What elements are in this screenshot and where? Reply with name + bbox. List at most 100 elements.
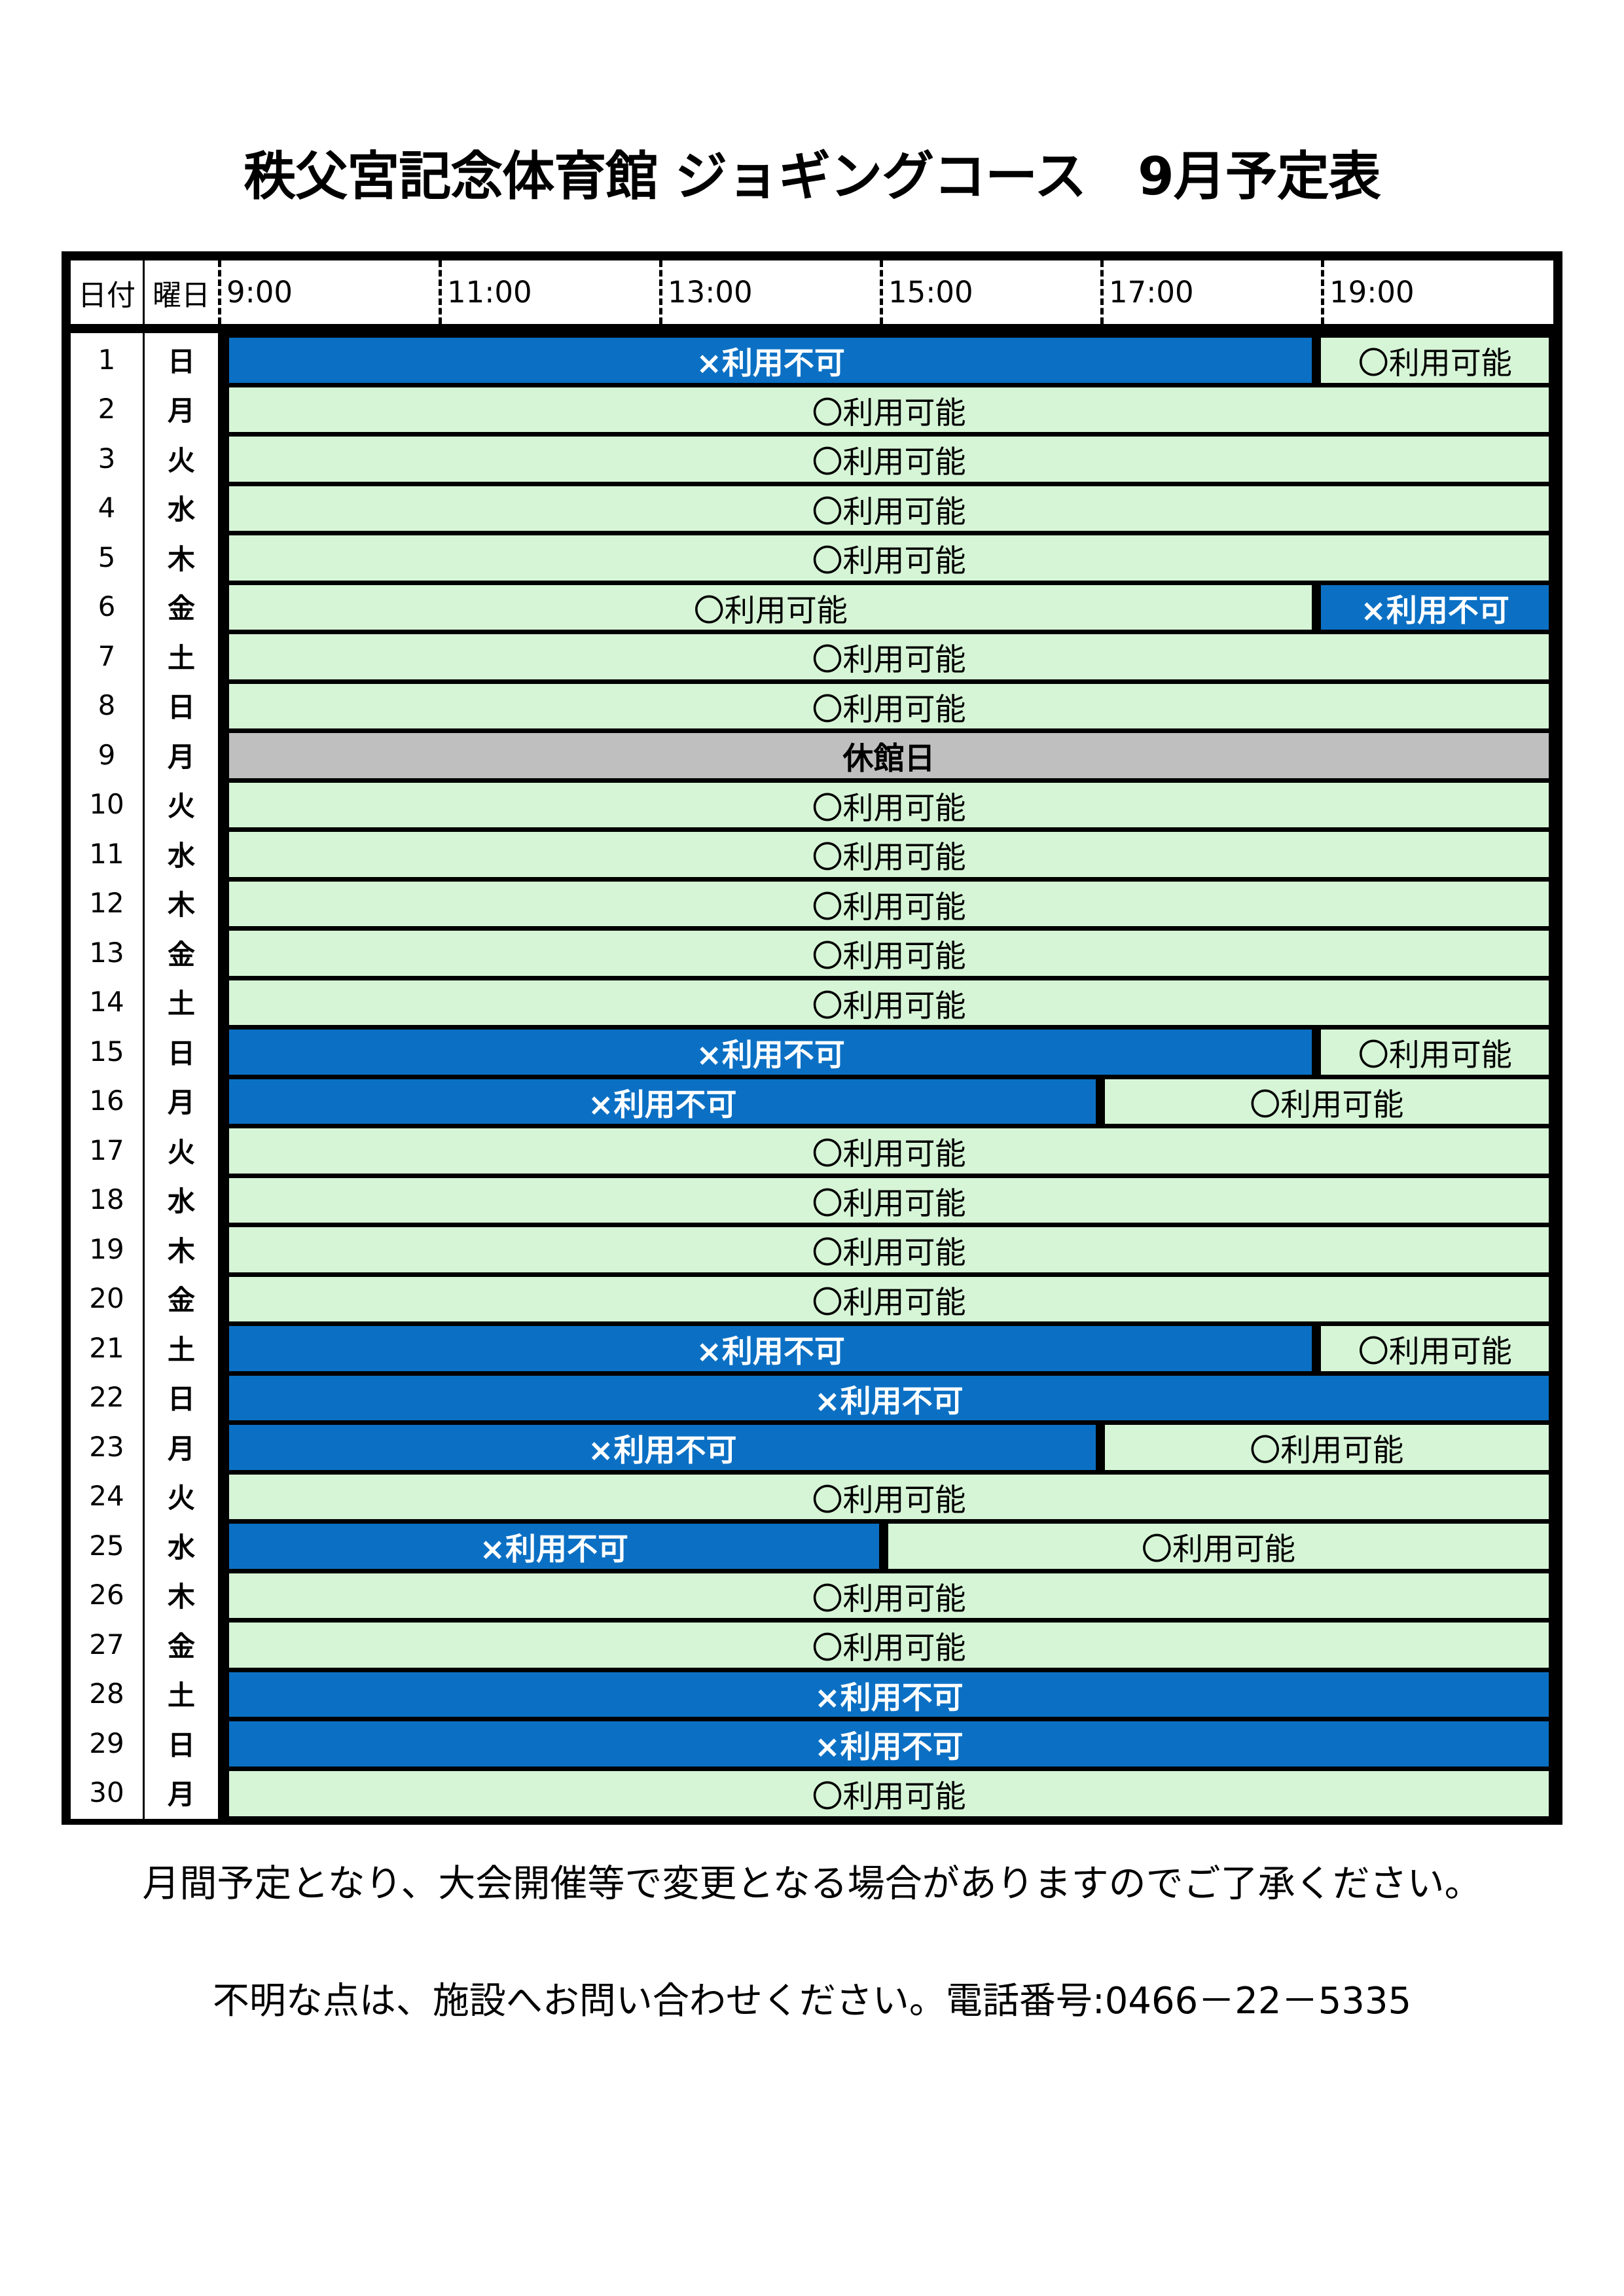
schedule-bar-area: 休館日	[218, 728, 1553, 783]
schedule-bar-area: 〇利用可能	[218, 679, 1553, 734]
date-cell: 6	[71, 580, 145, 635]
date-cell: 16	[71, 1074, 145, 1129]
date-cell: 2	[71, 382, 145, 437]
schedule-segment-available: 〇利用可能	[1321, 1326, 1549, 1371]
schedule-bar-area: 〇利用可能	[218, 481, 1553, 536]
schedule-bar-area: ×利用不可 〇利用可能	[218, 1420, 1553, 1475]
table-row: 21 土 ×利用不可 〇利用可能	[71, 1321, 1553, 1376]
schedule-segment-available: 〇利用可能	[229, 1474, 1549, 1520]
date-cell: 21	[71, 1321, 145, 1376]
table-row: 20 金〇利用可能	[71, 1272, 1553, 1327]
schedule-segment-available: 〇利用可能	[229, 387, 1549, 433]
schedule-segment-available: 〇利用可能	[229, 1227, 1549, 1272]
date-cell: 19	[71, 1223, 145, 1277]
day-of-week-cell: 日	[145, 333, 218, 387]
table-row: 11 水〇利用可能	[71, 827, 1553, 882]
schedule-segment-available: 〇利用可能	[229, 1573, 1549, 1619]
date-cell: 25	[71, 1519, 145, 1573]
day-of-week-cell: 日	[145, 1717, 218, 1771]
day-of-week-cell: 金	[145, 926, 218, 980]
schedule-segment-unavailable: ×利用不可	[229, 1326, 1312, 1371]
date-cell: 4	[71, 481, 145, 536]
table-row: 9 月休館日	[71, 728, 1553, 783]
date-cell: 1	[71, 333, 145, 387]
day-of-week-cell: 火	[145, 778, 218, 833]
day-of-week-cell: 木	[145, 876, 218, 931]
note-monthly-disclaimer: 月間予定となり、大会開催等で変更となる場合がありますのでご了承ください。	[142, 1862, 1482, 1905]
schedule-bar-area: ×利用不可 〇利用可能	[218, 1519, 1553, 1573]
schedule-segment-available: 〇利用可能	[229, 931, 1549, 976]
date-cell: 10	[71, 778, 145, 833]
schedule-bar-area: 〇利用可能	[218, 778, 1553, 833]
date-cell: 22	[71, 1371, 145, 1426]
table-row: 17 火〇利用可能	[71, 1124, 1553, 1178]
schedule-segment-unavailable: ×利用不可	[229, 1524, 879, 1569]
date-cell: 8	[71, 679, 145, 734]
table-row: 28 土 ×利用不可	[71, 1667, 1553, 1722]
day-of-week-cell: 月	[145, 728, 218, 783]
day-of-week-cell: 火	[145, 1124, 218, 1178]
table-row: 3 火〇利用可能	[71, 432, 1553, 486]
day-of-week-cell: 水	[145, 481, 218, 536]
schedule-segment-available: 〇利用可能	[1104, 1079, 1549, 1124]
table-row: 5 木〇利用可能	[71, 531, 1553, 585]
schedule-segment-available: 〇利用可能	[229, 634, 1549, 679]
date-cell: 15	[71, 1025, 145, 1079]
schedule-bar-area: 〇利用可能	[218, 926, 1553, 980]
date-cell: 27	[71, 1618, 145, 1672]
schedule-segment-available: 〇利用可能	[229, 437, 1549, 482]
schedule-bar-area: ×利用不可 〇利用可能	[218, 1025, 1553, 1079]
table-row: 8 日〇利用可能	[71, 679, 1553, 734]
day-of-week-cell: 土	[145, 975, 218, 1030]
schedule-segment-available: 〇利用可能	[888, 1524, 1549, 1569]
schedule-bar-area: ×利用不可 〇利用可能	[218, 1074, 1553, 1129]
schedule-segment-available: 〇利用可能	[229, 980, 1549, 1026]
date-cell: 17	[71, 1124, 145, 1178]
day-of-week-cell: 月	[145, 1420, 218, 1475]
schedule-segment-available: 〇利用可能	[229, 1770, 1549, 1816]
schedule-segment-available: 〇利用可能	[1321, 1030, 1549, 1075]
table-row: 2 月〇利用可能	[71, 382, 1553, 437]
table-row: 12 木〇利用可能	[71, 876, 1553, 931]
schedule-segment-available: 〇利用可能	[229, 486, 1549, 531]
day-of-week-cell: 月	[145, 1074, 218, 1129]
header-time-1700: 17:00	[1100, 260, 1321, 324]
schedule-bar-area: 〇利用可能	[218, 1618, 1553, 1672]
table-row: 23 月 ×利用不可 〇利用可能	[71, 1420, 1553, 1475]
schedule-bar-area: 〇利用可能	[218, 1223, 1553, 1277]
day-of-week-cell: 水	[145, 827, 218, 882]
date-cell: 9	[71, 728, 145, 783]
table-row: 24 火〇利用可能	[71, 1469, 1553, 1524]
day-of-week-cell: 水	[145, 1173, 218, 1228]
date-cell: 28	[71, 1667, 145, 1722]
schedule-segment-available: 〇利用可能	[229, 584, 1312, 630]
table-row: 26 木〇利用可能	[71, 1568, 1553, 1623]
table-row: 14 土〇利用可能	[71, 975, 1553, 1030]
schedule-segment-available: 〇利用可能	[229, 782, 1549, 828]
day-of-week-cell: 木	[145, 1223, 218, 1277]
day-of-week-cell: 土	[145, 1667, 218, 1722]
header-time-900: 9:00	[218, 260, 439, 324]
schedule-segment-available: 〇利用可能	[229, 1623, 1549, 1668]
day-of-week-cell: 金	[145, 580, 218, 635]
header-time-1500: 15:00	[880, 260, 1100, 324]
date-cell: 7	[71, 630, 145, 684]
schedule-segment-unavailable: ×利用不可	[229, 1721, 1549, 1767]
schedule-segment-closed: 休館日	[229, 733, 1549, 778]
schedule-segment-unavailable: ×利用不可	[229, 1030, 1312, 1075]
day-of-week-cell: 火	[145, 432, 218, 486]
schedule-segment-available: 〇利用可能	[229, 683, 1549, 729]
table-row: 7 土〇利用可能	[71, 630, 1553, 684]
schedule-bar-area: 〇利用可能	[218, 975, 1553, 1030]
date-cell: 26	[71, 1568, 145, 1623]
day-of-week-cell: 月	[145, 1766, 218, 1821]
header-date-label: 日付	[71, 260, 145, 324]
schedule-bar-area: 〇利用可能	[218, 432, 1553, 486]
schedule-segment-unavailable: ×利用不可	[229, 1672, 1549, 1717]
day-of-week-cell: 水	[145, 1519, 218, 1573]
schedule-segment-available: 〇利用可能	[1104, 1425, 1549, 1470]
table-body: 1 日 ×利用不可 〇利用可能 2 月〇利用可能 3 火〇利用可能 4 水〇利用可能 5 木〇利用可能…	[71, 333, 1553, 1821]
header-day-label: 曜日	[153, 278, 210, 312]
schedule-bar-area: 〇利用可能	[218, 382, 1553, 437]
